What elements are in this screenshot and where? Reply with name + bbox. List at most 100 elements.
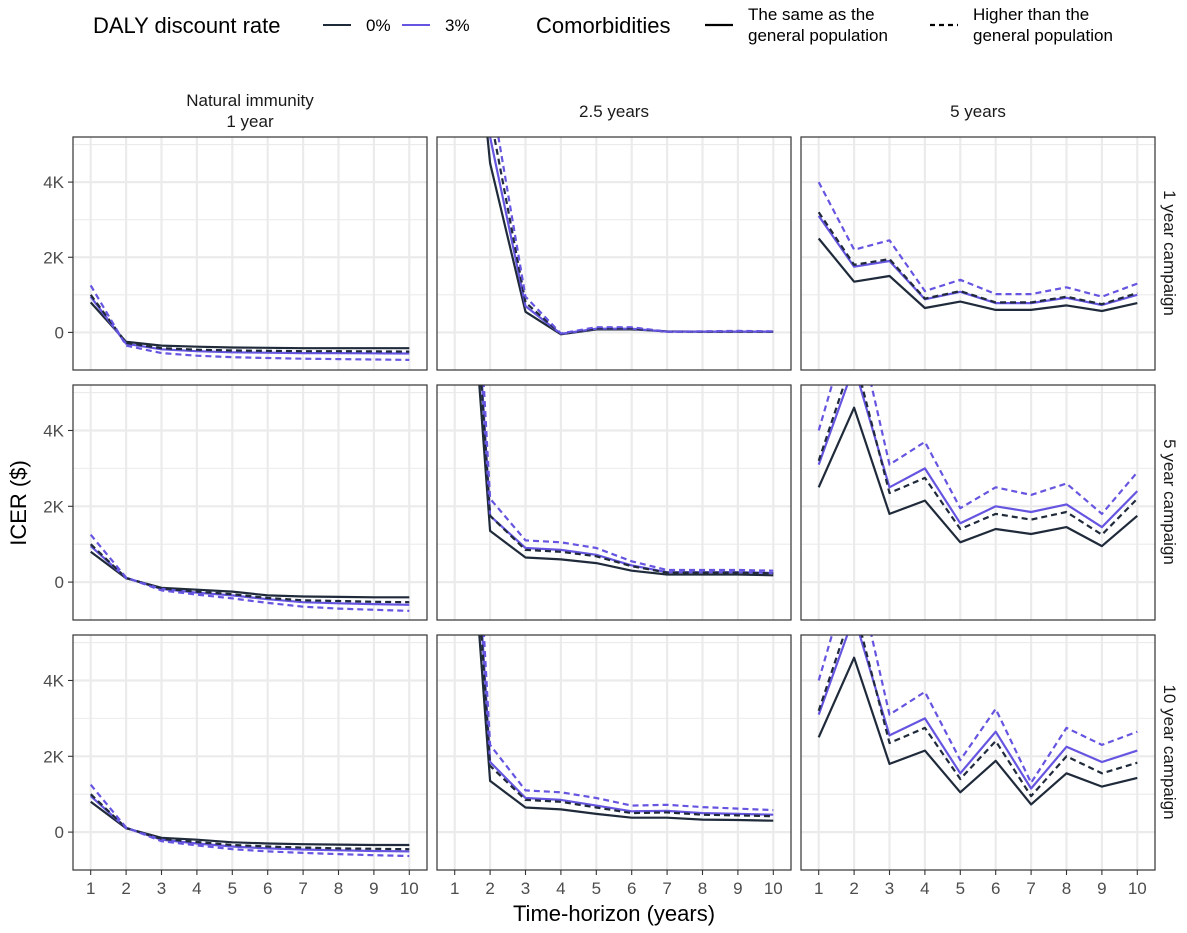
x-tick-label: 9 (1097, 879, 1106, 898)
x-tick-label: 2 (485, 879, 494, 898)
series-line-0pct-same (478, 635, 774, 822)
legend-same-line2: general population (748, 26, 888, 45)
x-tick-label: 3 (157, 879, 166, 898)
column-strips: Natural immunity 1 year 2.5 years 5 year… (186, 91, 1006, 131)
x-tick-label: 5 (592, 879, 601, 898)
series-lines (478, 635, 774, 822)
legend-label-3pct: 3% (445, 16, 470, 35)
x-tick-label: 10 (400, 879, 419, 898)
series-line-3pct-higher (89, 783, 410, 858)
panel-r1-c2 (436, 136, 792, 371)
panel-grid (801, 137, 1155, 371)
series-lines (817, 181, 1138, 313)
series-line-0pct-same (817, 237, 1138, 313)
panel-border (800, 136, 1156, 371)
panel-grid (73, 137, 427, 371)
series-line-3pct-same (480, 385, 774, 575)
series-lines (817, 635, 1138, 806)
x-tick-label: 8 (334, 879, 343, 898)
row-strips: 1 year campaign 5 year campaign 10 year … (1160, 190, 1179, 819)
x-tick-label: 6 (627, 879, 636, 898)
y-tick-label: 2K (43, 497, 64, 516)
x-tick-label: 2 (121, 879, 130, 898)
series-line-0pct-same (817, 656, 1138, 806)
x-tick-label: 1 (450, 879, 459, 898)
x-tick-labels: 1 2 3 4 5 6 7 8 9 10 1 2 3 4 5 6 7 8 9 10 1 2 3 4 5 6 7 8 9 10 (86, 870, 1147, 898)
series-line-3pct-higher (89, 533, 410, 612)
panel-border (72, 634, 428, 871)
series-lines (486, 137, 774, 336)
legend: DALY discount rate 0% 3% Comorbidities T… (93, 5, 1113, 45)
row-strip-1: 1 year campaign (1160, 190, 1179, 316)
row-strip-3: 10 year campaign (1160, 684, 1179, 819)
panel-border (436, 634, 792, 871)
panel-r2-c3 (800, 384, 1156, 621)
panel-r2-c1 (72, 384, 428, 621)
panel-grid (437, 137, 791, 371)
panel-r1-c3 (800, 136, 1156, 371)
legend-higher-line1: Higher than the (973, 5, 1089, 24)
x-tick-label: 10 (764, 879, 783, 898)
panels (72, 136, 1156, 871)
series-line-0pct-same (90, 550, 410, 599)
y-tick-label: 2K (43, 747, 64, 766)
panel-r3-c3 (800, 634, 1156, 871)
y-tick-label: 4K (43, 173, 64, 192)
series-line-3pct-same (817, 635, 1138, 790)
col-strip-2: 2.5 years (579, 102, 649, 121)
series-line-0pct-higher (817, 385, 1139, 536)
col-strip-1-line1: Natural immunity (186, 91, 314, 110)
series-line-3pct-higher (817, 181, 1138, 298)
legend-label-0pct: 0% (366, 16, 391, 35)
y-tick-label: 2K (43, 248, 64, 267)
panel-grid (73, 385, 427, 621)
panel-r1-c1 (72, 136, 428, 371)
series-line-3pct-same (817, 215, 1138, 307)
series-line-0pct-higher (89, 294, 410, 353)
x-tick-label: 7 (662, 879, 671, 898)
x-tick-label: 8 (698, 879, 707, 898)
series-line-0pct-same (90, 800, 410, 847)
series-line-0pct-same (478, 385, 774, 577)
series-line-0pct-higher (89, 793, 410, 851)
y-axis-title: ICER ($) (6, 460, 31, 546)
series-line-0pct-same (817, 406, 1139, 548)
series-lines (89, 783, 410, 858)
x-tick-label: 6 (991, 879, 1000, 898)
panel-r3-c1 (72, 634, 428, 871)
series-lines (478, 385, 774, 577)
series-line-3pct-higher (497, 137, 774, 335)
series-lines (817, 385, 1139, 548)
x-tick-label: 4 (192, 879, 201, 898)
x-tick-label: 10 (1128, 879, 1147, 898)
series-lines (89, 284, 410, 361)
panel-r3-c2 (436, 634, 792, 871)
x-tick-label: 1 (814, 879, 823, 898)
x-tick-label: 6 (263, 879, 272, 898)
series-lines (89, 533, 410, 612)
x-tick-label: 4 (920, 879, 929, 898)
x-tick-label: 5 (228, 879, 237, 898)
x-tick-label: 3 (521, 879, 530, 898)
legend-higher-line2: general population (973, 26, 1113, 45)
series-line-0pct-same (89, 301, 410, 350)
x-tick-label: 7 (298, 879, 307, 898)
y-tick-label: 4K (43, 421, 64, 440)
legend-same-line1: The same as the (748, 5, 875, 24)
x-tick-label: 4 (556, 879, 565, 898)
series-line-3pct-same (89, 296, 410, 355)
panel-border (800, 384, 1156, 621)
series-line-0pct-higher (480, 385, 774, 575)
x-axis-title: Time-horizon (years) (513, 901, 715, 926)
x-tick-label: 2 (849, 879, 858, 898)
x-tick-label: 9 (369, 879, 378, 898)
panel-border (72, 384, 428, 621)
y-tick-label: 0 (55, 823, 64, 842)
x-tick-label: 8 (1062, 879, 1071, 898)
series-line-3pct-higher (482, 635, 774, 812)
series-line-3pct-same (481, 635, 774, 816)
series-line-3pct-higher (817, 385, 1139, 516)
legend-discount-title: DALY discount rate (93, 13, 281, 38)
x-tick-label: 1 (86, 879, 95, 898)
